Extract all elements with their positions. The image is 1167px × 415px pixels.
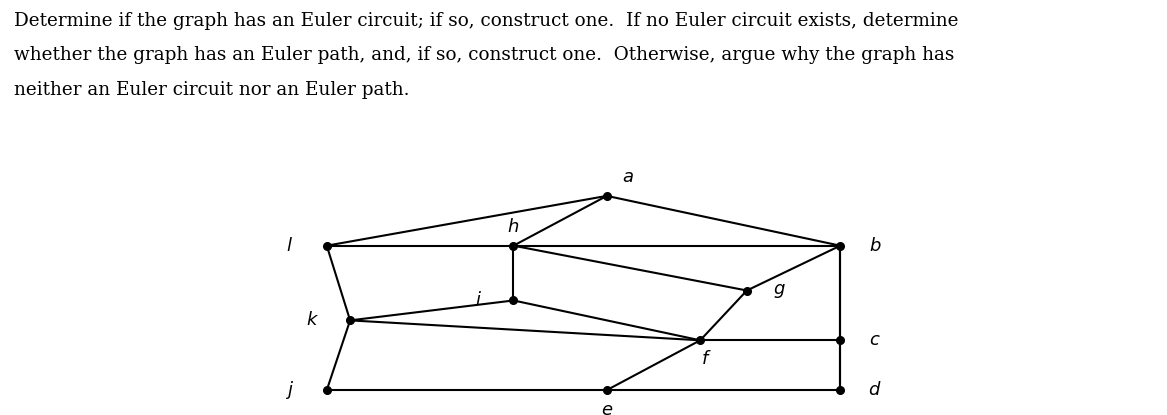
Text: $\mathit{i}$: $\mathit{i}$	[475, 291, 482, 310]
Text: $\mathit{l}$: $\mathit{l}$	[286, 237, 293, 255]
Text: $\mathit{h}$: $\mathit{h}$	[508, 218, 519, 236]
Text: $\mathit{f}$: $\mathit{f}$	[700, 350, 712, 368]
Text: $\mathit{j}$: $\mathit{j}$	[285, 379, 294, 401]
Text: $\mathit{e}$: $\mathit{e}$	[601, 401, 613, 415]
Text: $\mathit{g}$: $\mathit{g}$	[774, 281, 785, 300]
Text: $\mathit{b}$: $\mathit{b}$	[869, 237, 881, 255]
Text: $\mathit{d}$: $\mathit{d}$	[868, 381, 882, 399]
Text: $\mathit{k}$: $\mathit{k}$	[306, 311, 320, 330]
Text: neither an Euler circuit nor an Euler path.: neither an Euler circuit nor an Euler pa…	[14, 81, 410, 98]
Text: $\mathit{c}$: $\mathit{c}$	[869, 331, 881, 349]
Text: whether the graph has an Euler path, and, if so, construct one.  Otherwise, argu: whether the graph has an Euler path, and…	[14, 46, 955, 64]
Text: Determine if the graph has an Euler circuit; if so, construct one.  If no Euler : Determine if the graph has an Euler circ…	[14, 12, 958, 30]
Text: $\mathit{a}$: $\mathit{a}$	[622, 168, 634, 186]
